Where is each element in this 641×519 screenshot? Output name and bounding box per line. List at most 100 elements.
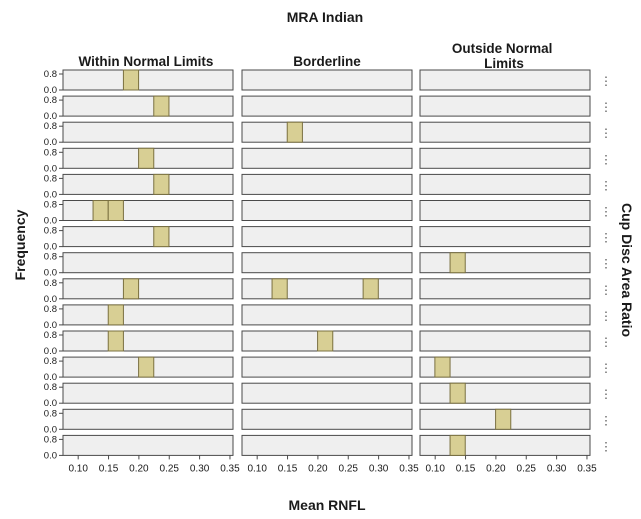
y-tick-label: 0.8	[44, 252, 57, 263]
histogram-bar	[434, 356, 451, 378]
x-tick-label: 0.20	[486, 463, 506, 474]
column-header-within-normal: Within Normal Limits	[79, 54, 214, 69]
facet-panel	[62, 173, 234, 195]
facet-panel	[62, 434, 234, 456]
y-tick-label: 0.8	[44, 69, 57, 80]
column-header-borderline: Borderline	[293, 54, 361, 69]
y-tick-label: 0.8	[44, 147, 57, 158]
y-tick-label: 0.0	[44, 137, 57, 148]
row-dots-marker: ⋮	[600, 335, 612, 349]
facet-panel	[241, 408, 413, 430]
y-tick-label: 0.0	[44, 294, 57, 305]
x-axis-label: Mean RNFL	[289, 497, 366, 513]
facet-panel	[419, 147, 591, 169]
y-axis-label: Frequency	[12, 209, 28, 280]
y-tick-label: 0.8	[44, 382, 57, 393]
x-tick-label: 0.35	[577, 463, 597, 474]
y-tick-label: 0.0	[44, 242, 57, 253]
facet-panel	[241, 304, 413, 326]
row-dots-marker: ⋮	[600, 100, 612, 114]
row-dots-marker: ⋮	[600, 178, 612, 192]
x-tick-label: 0.25	[160, 463, 180, 474]
x-tick-label: 0.10	[425, 463, 445, 474]
x-tick-label: 0.30	[547, 463, 567, 474]
facet-panel	[62, 226, 234, 248]
row-dots-marker: ⋮	[600, 283, 612, 297]
x-tick-label: 0.15	[278, 463, 298, 474]
facet-panel	[241, 356, 413, 378]
bars-layer	[92, 69, 512, 456]
facet-panel	[62, 95, 234, 117]
y-tick-label: 0.0	[44, 450, 57, 461]
y-tick-label: 0.8	[44, 95, 57, 106]
histogram-bar	[153, 173, 170, 195]
histogram-bar	[286, 121, 303, 143]
histogram-bar	[107, 200, 124, 221]
row-dots-marker: ⋮	[600, 361, 612, 375]
histogram-bar	[449, 434, 466, 456]
facet-panel	[419, 304, 591, 326]
histogram-bar	[271, 278, 288, 300]
y-tick-label: 0.0	[44, 216, 57, 227]
facet-panel	[62, 304, 234, 326]
y-tick-label: 0.8	[44, 408, 57, 419]
y-tick-label: 0.0	[44, 320, 57, 331]
x-tick-label: 0.20	[129, 463, 149, 474]
facet-panel	[62, 121, 234, 143]
facet-panel	[241, 95, 413, 117]
row-dots-marker: ⋮	[600, 205, 612, 219]
histogram-bar	[92, 200, 109, 221]
row-dots-marker: ⋮	[600, 152, 612, 166]
facet-panel	[419, 95, 591, 117]
facet-panel	[62, 408, 234, 430]
histogram-bar	[138, 356, 155, 378]
facet-panel	[419, 382, 591, 404]
y-tick-label: 0.8	[44, 330, 57, 341]
facet-panel	[419, 173, 591, 195]
y-tick-label: 0.8	[44, 173, 57, 184]
y-tick-label: 0.0	[44, 268, 57, 279]
row-dots-marker: ⋮	[600, 439, 612, 453]
y-tick-label: 0.0	[44, 189, 57, 200]
y-tick-label: 0.0	[44, 346, 57, 357]
y-tick-label: 0.0	[44, 372, 57, 383]
x-tick-label: 0.10	[247, 463, 267, 474]
histogram-bar	[153, 226, 170, 248]
facet-panel	[241, 382, 413, 404]
row-dots-marker: ⋮	[600, 413, 612, 427]
facet-panel	[419, 278, 591, 300]
y-tick-label: 0.0	[44, 424, 57, 435]
facet-panel	[419, 121, 591, 143]
histogram-bar	[449, 252, 466, 274]
x-tick-label: 0.30	[369, 463, 389, 474]
histogram-bar	[107, 304, 124, 326]
column-header-outside-normal: Outside Normal Limits	[452, 41, 556, 71]
facet-panel	[241, 434, 413, 456]
facet-panel	[241, 121, 413, 143]
facet-panel	[241, 252, 413, 274]
facet-panel	[62, 330, 234, 352]
facet-panel	[419, 69, 591, 91]
row-dots-marker: ⋮	[600, 74, 612, 88]
x-tick-label: 0.35	[220, 463, 240, 474]
x-tick-label: 0.35	[399, 463, 419, 474]
histogram-bar	[122, 69, 140, 91]
row-dots-marker: ⋮	[600, 231, 612, 245]
row-panel-label: Cup Disc Area Ratio	[619, 203, 635, 337]
y-tick-label: 0.8	[44, 434, 57, 445]
y-tick-label: 0.0	[44, 163, 57, 174]
panels-layer	[62, 69, 591, 456]
x-tick-label: 0.10	[68, 463, 88, 474]
facet-panel	[241, 69, 413, 91]
y-tick-label: 0.8	[44, 304, 57, 315]
x-tick-label: 0.15	[456, 463, 476, 474]
facet-panel	[241, 173, 413, 195]
y-tick-label: 0.0	[44, 111, 57, 122]
x-tick-label: 0.25	[339, 463, 359, 474]
x-tick-labels: 0.10 0.15 0.20 0.25 0.30 0.35 0.10 0.15 0.20 0.25…	[68, 455, 597, 474]
y-tick-label: 0.0	[44, 85, 57, 96]
histogram-bar	[362, 278, 379, 300]
facet-panel	[62, 252, 234, 274]
histogram-bar	[317, 330, 334, 352]
